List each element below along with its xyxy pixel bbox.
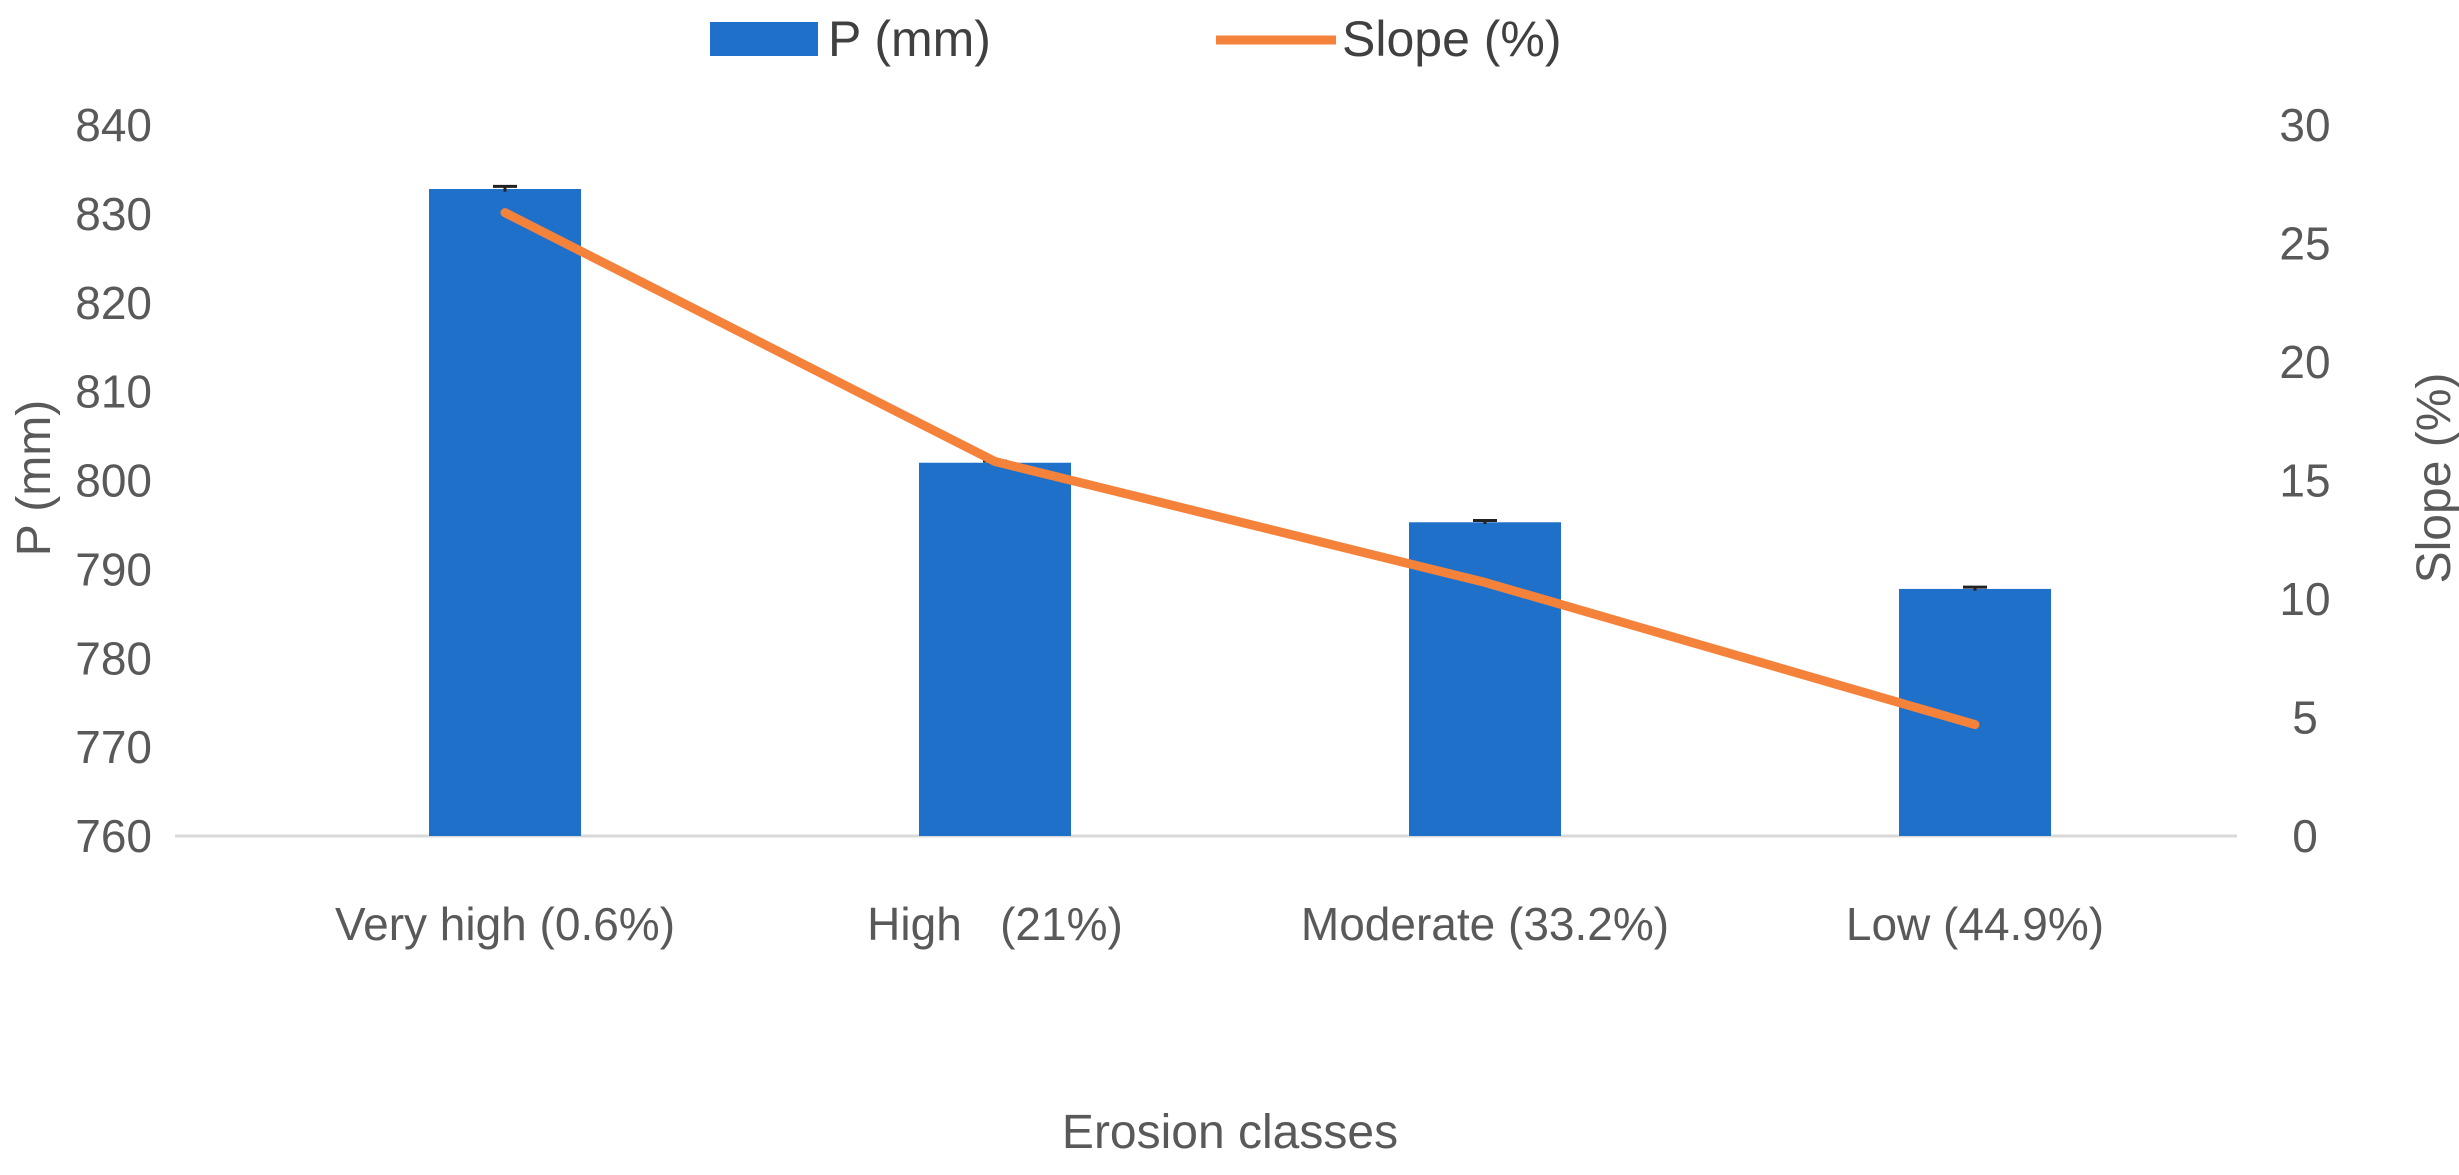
bar <box>1409 522 1561 836</box>
legend-label-slope: Slope (%) <box>1342 11 1562 67</box>
y-tick-label: 780 <box>75 632 152 684</box>
bar <box>919 462 1071 836</box>
x-tick-label: Low (44.9%) <box>1846 898 2104 950</box>
legend: P (mm) Slope (%) <box>710 11 1562 67</box>
bar <box>429 188 581 837</box>
y-tick-label: 810 <box>75 366 152 418</box>
y2-tick-label: 10 <box>2279 573 2330 625</box>
y-tick-label: 760 <box>75 810 152 862</box>
y2-axis-title: Slope (%) <box>2408 373 2459 584</box>
legend-label-p: P (mm) <box>828 11 991 67</box>
legend-swatch-p <box>710 22 818 56</box>
x-tick-label: Moderate (33.2%) <box>1301 898 1669 950</box>
y2-tick-label: 15 <box>2279 455 2330 507</box>
y-axis-title: P (mm) <box>8 400 61 556</box>
y2-tick-label: 25 <box>2279 218 2330 270</box>
y-tick-label: 770 <box>75 721 152 773</box>
bar-series <box>429 188 2051 837</box>
y2-axis-ticks: 0 5 10 15 20 25 30 <box>2279 99 2330 862</box>
y-tick-label: 790 <box>75 543 152 595</box>
line-series <box>500 208 1980 730</box>
x-axis-title: Erosion classes <box>1062 1106 1398 1159</box>
y2-tick-label: 30 <box>2279 99 2330 151</box>
y-axis-ticks: 760 770 780 790 800 810 820 830 840 <box>75 99 152 862</box>
y2-tick-label: 0 <box>2292 810 2318 862</box>
y-tick-label: 820 <box>75 277 152 329</box>
slope-line <box>500 208 1980 730</box>
y2-tick-label: 5 <box>2292 692 2318 744</box>
y2-tick-label: 20 <box>2279 336 2330 388</box>
error-bars <box>493 184 1987 591</box>
y-tick-label: 800 <box>75 455 152 507</box>
x-axis-ticks: Very high (0.6%) High (21%) Moderate (33.2… <box>335 898 2104 950</box>
x-tick-label: Very high (0.6%) <box>335 898 675 950</box>
x-tick-label: High (21%) <box>867 898 1123 950</box>
y-tick-label: 830 <box>75 188 152 240</box>
y-tick-label: 840 <box>75 99 152 151</box>
